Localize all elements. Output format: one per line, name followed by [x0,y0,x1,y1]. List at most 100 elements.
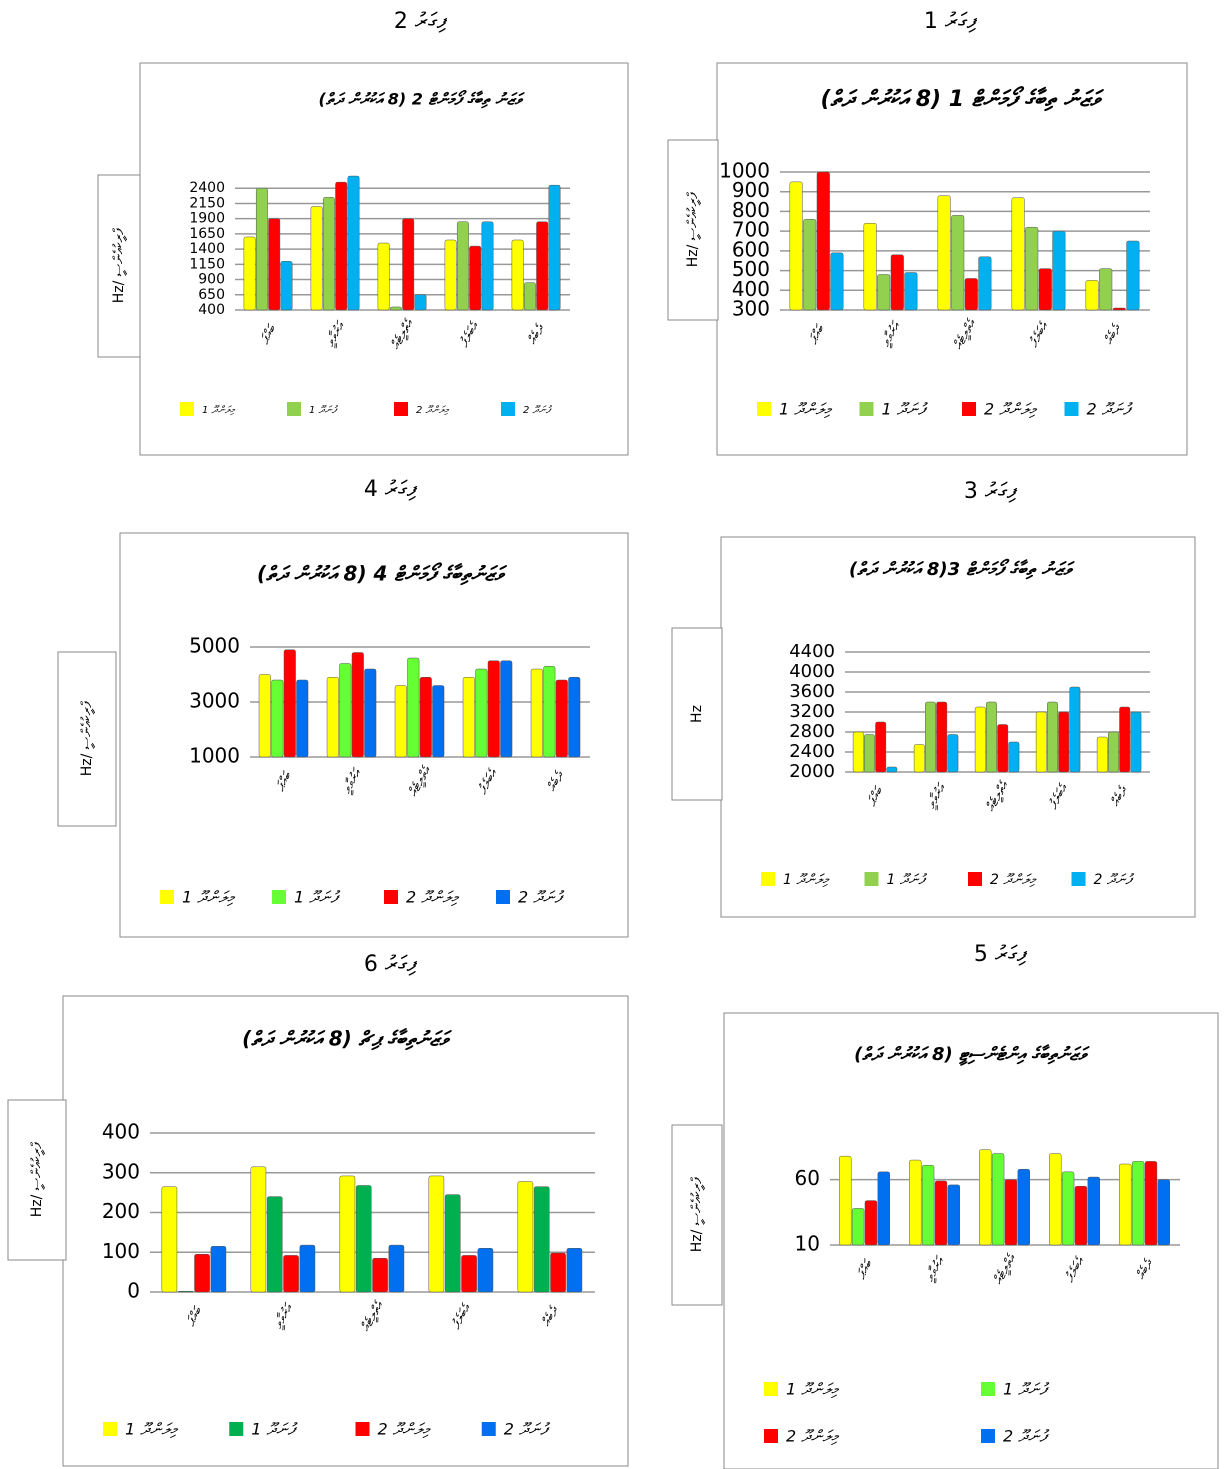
legend-label: މިލަންދޫ 1 [783,872,830,888]
y-tick-label: 400 [102,1120,140,1144]
y-tick-label: 650 [198,287,225,303]
bar [339,1175,356,1293]
bar [536,221,549,311]
bar [1052,230,1066,311]
bar [1144,1161,1158,1246]
bar [1038,268,1052,311]
legend-label: ފުނަދޫ 2 [1003,1427,1050,1446]
bar [511,239,524,311]
bar [904,272,918,311]
bar [388,1244,405,1293]
chart-title: ވަޒަނުތިބާގެ ޕިޗް (8 އަކުރުން ދަތް) [242,1027,452,1051]
y-tick-label: 3600 [789,681,835,702]
bar [347,175,360,311]
bar [530,668,543,758]
y-label-frame [97,174,141,358]
legend-label: މިލަންދޫ 1 [779,400,833,419]
bar [456,221,469,311]
bar [951,215,965,311]
y-tick-label: 1400 [189,241,225,257]
legend-swatch [757,402,771,416]
y-tick-label: 60 [795,1166,820,1190]
bar [517,1181,534,1293]
y-tick-label: 400 [198,302,225,318]
legend-swatch [864,872,879,886]
figure-caption: ފިގަރު 1 [924,9,978,34]
chart-title: ވަޒަނުތިބާގެ ފޯމަންޓް 4 (8 އަކުރުން ދަތް… [257,562,507,586]
bar [402,218,415,311]
bar [991,1153,1005,1246]
y-tick-label: 1000 [189,744,240,768]
bar [1011,197,1025,311]
legend-label: މިލަންދޫ 2 [990,872,1037,888]
chart-title: ވަޒަނުތިބާގެ އިންޓެންސިޓީ (8 އަކުރުން ދަ… [854,1044,1090,1066]
legend-label: ފުނަދޫ 1 [887,872,928,888]
bar [414,294,427,311]
bar [296,679,309,758]
bar [469,245,482,311]
bar [548,184,561,311]
legend-label: ފުނަދޫ 1 [294,888,341,907]
legend-label: ފުނަދޫ 2 [1087,400,1134,419]
legend-swatch [180,402,194,416]
bar [886,766,898,773]
chart: ފިގަރު 2 Hz/ ފްރީކުއެންސީ ވަޒަނު ތިބާގެ ފޯ… [97,9,629,456]
bar [1087,1176,1101,1246]
y-tick-label: 1150 [189,256,225,272]
bar [1130,711,1142,773]
bar [803,219,817,311]
bar [964,278,978,311]
y-axis-label: Hz/ ފްރީކުއެންސީ [79,700,95,776]
bar [326,677,339,758]
bar [475,668,488,758]
bar [1061,1171,1075,1246]
legend-swatch [968,872,982,886]
y-tick-label: 0 [127,1279,140,1303]
bar [979,1149,992,1246]
bar [280,261,293,311]
y-tick-label: 100 [102,1239,140,1263]
bar [481,221,494,311]
y-tick-label: 3200 [789,701,835,722]
bar [550,1252,566,1293]
chart: ފިގަރު 6 Hz/ ފްރީކުއެންސީ ވަޒަނުތިބާގެ ޕިޗ… [7,952,629,1467]
chart: ފިގަރު 1 Hz/ ފްރީކުއެންސީ ވަޒަނު ތިބާގެ ފޯ… [667,9,1188,456]
bar [255,187,268,311]
legend-swatch [355,1422,370,1436]
legend-swatch [764,1382,778,1396]
bar [997,724,1009,773]
y-tick-label: 2400 [189,180,225,196]
bar [1119,706,1131,773]
y-label-frame [57,651,117,827]
bar [1017,1168,1031,1246]
legend-swatch [384,890,398,904]
bar [1157,1179,1171,1246]
bar [444,1194,461,1293]
y-tick-label: 600 [732,237,770,261]
bar [372,1257,388,1293]
bar [266,1196,283,1293]
bar [1058,711,1070,773]
y-label-frame [7,1099,67,1261]
bar [566,1248,583,1293]
y-label-frame [671,627,723,801]
bar [1008,741,1020,773]
bar [194,1253,210,1293]
bar [355,1185,372,1293]
legend-label: ފުނަދޫ 2 [504,1420,551,1439]
bar [947,734,959,773]
bar [351,652,364,758]
bar [816,171,830,311]
bar [377,242,390,311]
y-tick-label: 400 [732,277,770,301]
y-tick-label: 1650 [189,226,225,242]
bar [1108,731,1119,773]
legend-swatch [501,402,515,416]
bar [864,734,875,773]
bar [335,181,348,311]
bar [250,1166,267,1293]
bar [310,206,323,311]
y-tick-label: 300 [732,297,770,321]
bar [913,744,925,773]
chart: ފިގަރު 3 Hz ވަޒަނު ތިބާގެ ފޯމަންޓް 3(8 އަކ… [671,479,1196,918]
